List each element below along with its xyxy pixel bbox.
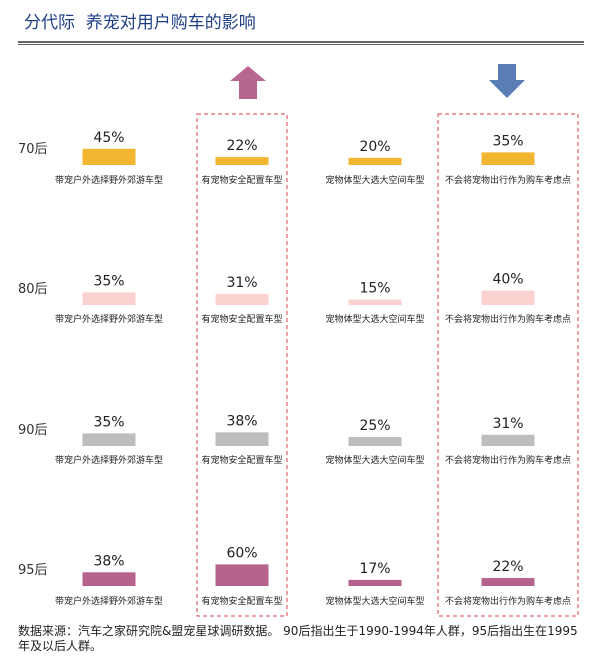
category-label: 宠物体型大选大空间车型 (325, 174, 424, 186)
category-label: 不会将宠物出行作为购车考虑点 (445, 313, 571, 325)
bar-value-label: 22% (226, 138, 257, 154)
category-label: 带宠户外选择野外郊游车型 (55, 595, 163, 607)
bar-value-label: 31% (226, 275, 257, 291)
bar (215, 564, 269, 586)
category-label: 不会将宠物出行作为购车考虑点 (445, 174, 571, 186)
bar (481, 290, 535, 305)
highlight-box-safety (196, 113, 288, 617)
category-label: 宠物体型大选大空间车型 (325, 454, 424, 466)
bar (348, 157, 402, 165)
arrow-down-icon (489, 64, 525, 98)
bar (82, 433, 136, 446)
bar-value-label: 35% (492, 133, 523, 149)
bar (215, 293, 269, 305)
category-label: 宠物体型大选大空间车型 (325, 595, 424, 607)
bar-value-label: 40% (492, 272, 523, 288)
bar-value-label: 22% (492, 559, 523, 575)
bar (348, 579, 402, 586)
bar-value-label: 15% (359, 281, 390, 297)
chart: 70后 45% 带宠户外选择野外郊游车型 22% 有宠物安全配置车型 20% 宠物体型大选大… (18, 64, 579, 617)
bar (481, 578, 535, 586)
category-label: 带宠户外选择野外郊游车型 (55, 454, 163, 466)
arrow-up-icon (230, 66, 266, 99)
bar (82, 572, 136, 586)
bar (82, 292, 136, 305)
bar-value-label: 45% (93, 130, 124, 146)
category-label: 有宠物安全配置车型 (201, 454, 282, 466)
category-label: 有宠物安全配置车型 (201, 174, 282, 186)
bar (348, 437, 402, 446)
bar (82, 148, 136, 165)
category-label: 带宠户外选择野外郊游车型 (55, 313, 163, 325)
bar (215, 157, 269, 165)
bar (215, 432, 269, 446)
category-label: 不会将宠物出行作为购车考虑点 (445, 454, 571, 466)
bar-value-label: 17% (359, 561, 390, 577)
title-divider (18, 41, 584, 43)
page-title: 分代际 养宠对用户购车的影响 (24, 13, 256, 33)
highlight-box-not-considered (437, 113, 579, 617)
category-label: 有宠物安全配置车型 (201, 595, 282, 607)
bar-value-label: 38% (226, 413, 257, 429)
bar (348, 299, 402, 305)
category-label: 不会将宠物出行作为购车考虑点 (445, 595, 571, 607)
generation-label: 70后 (18, 142, 48, 157)
bar-value-label: 35% (93, 414, 124, 430)
bar (481, 152, 535, 165)
category-label: 宠物体型大选大空间车型 (325, 313, 424, 325)
bar-value-label: 38% (93, 553, 124, 569)
generation-label: 80后 (18, 282, 48, 297)
source-note: 数据来源：汽车之家研究院&盟宠星球调研数据。 90后指出生于1990-1994年… (18, 624, 578, 653)
generation-label: 90后 (18, 423, 48, 438)
category-label: 带宠户外选择野外郊游车型 (55, 174, 163, 186)
bar (481, 434, 535, 446)
title-divider-thin (18, 44, 584, 45)
bar-value-label: 35% (93, 273, 124, 289)
bar-value-label: 60% (226, 545, 257, 561)
bar-value-label: 25% (359, 418, 390, 434)
bar-value-label: 31% (492, 416, 523, 432)
category-label: 有宠物安全配置车型 (201, 313, 282, 325)
generation-label: 95后 (18, 563, 48, 578)
bar-value-label: 20% (359, 139, 390, 155)
